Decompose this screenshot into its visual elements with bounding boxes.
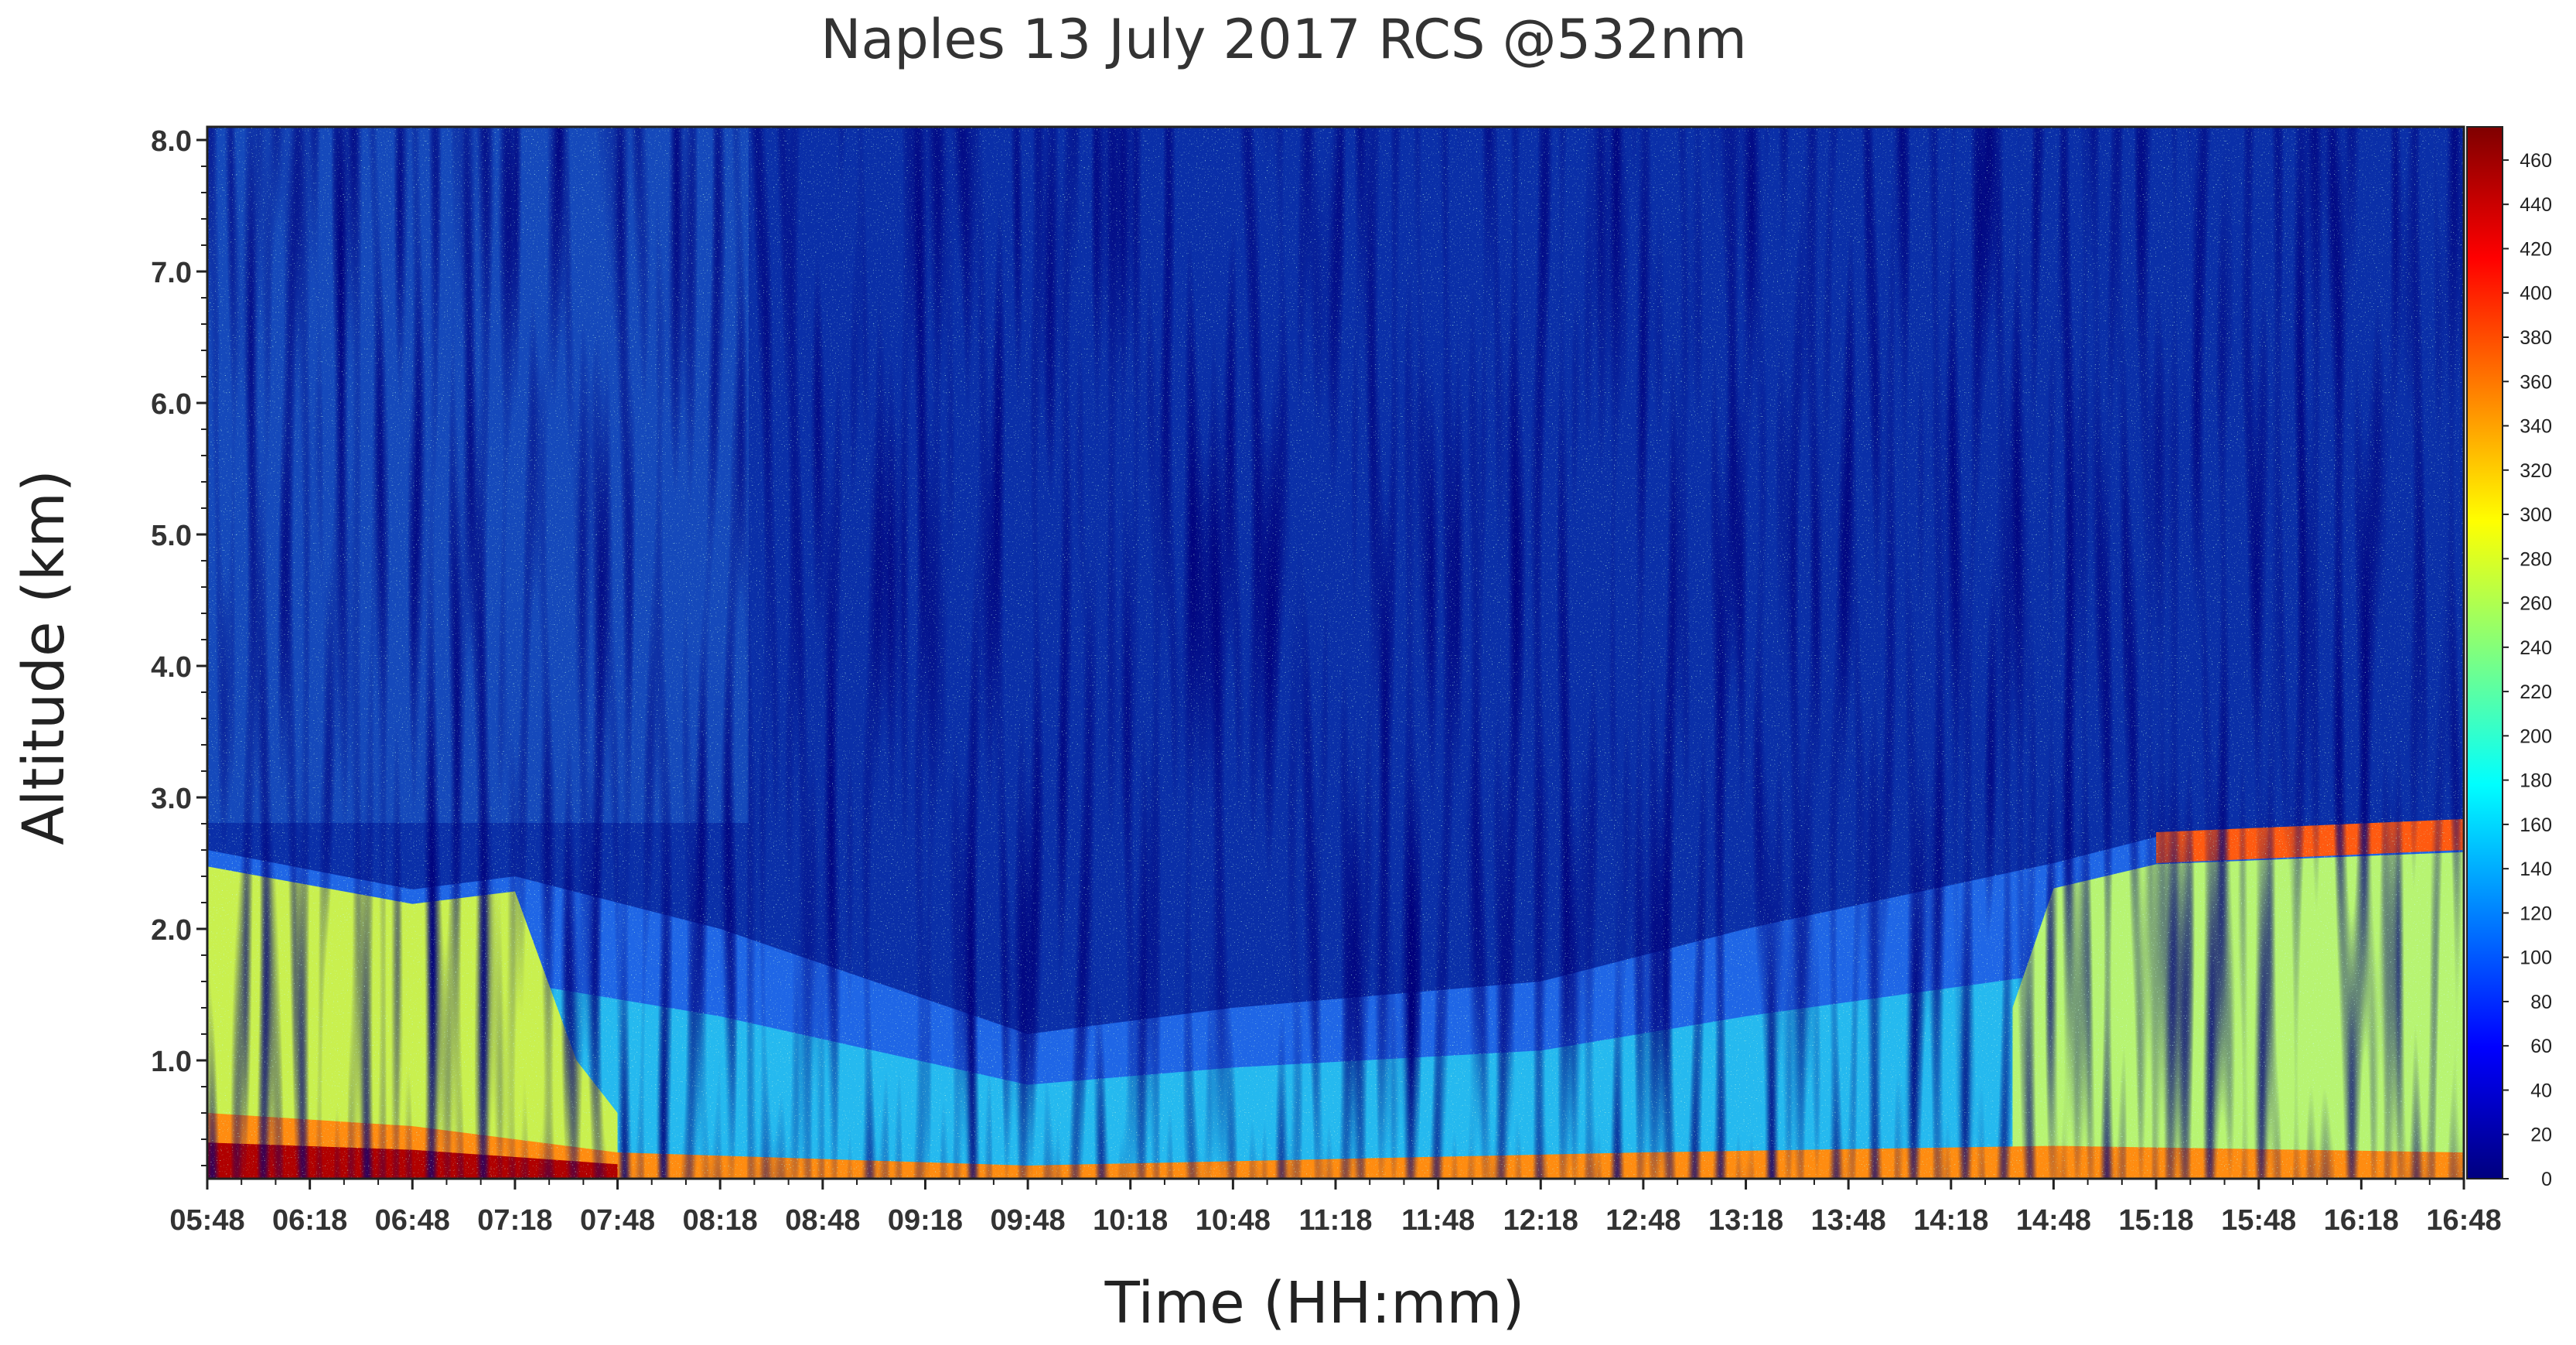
y-tick-label: 8.0: [151, 125, 192, 158]
x-tick-label: 13:18: [1708, 1204, 1783, 1237]
colorbar-tick-label: 240: [2520, 637, 2552, 659]
colorbar-tick-label: 420: [2520, 238, 2552, 260]
x-tick-label: 07:18: [477, 1204, 552, 1237]
x-tick-label: 10:48: [1196, 1204, 1271, 1237]
x-tick-label: 16:48: [2426, 1204, 2501, 1237]
x-tick-label: 16:18: [2324, 1204, 2399, 1237]
x-tick-label: 09:18: [888, 1204, 963, 1237]
x-tick-label: 09:48: [990, 1204, 1065, 1237]
y-tick-label: 4.0: [151, 651, 192, 684]
x-tick-label: 05:48: [169, 1204, 244, 1237]
colorbar-tick-label: 260: [2520, 593, 2552, 615]
colorbar-tick-label: 460: [2520, 150, 2552, 172]
colorbar-gradient: [2466, 126, 2503, 1179]
colorbar-tick-label: 380: [2520, 327, 2552, 349]
colorbar-tick-label: 0: [2541, 1169, 2552, 1190]
x-tick-label: 15:18: [2118, 1204, 2193, 1237]
heatmap-area: [207, 127, 2464, 1179]
x-tick-label: 12:48: [1605, 1204, 1680, 1237]
y-tick-label: 6.0: [151, 388, 192, 421]
x-tick-label: 10:18: [1093, 1204, 1168, 1237]
colorbar-tick-label: 220: [2520, 681, 2552, 703]
colorbar-tick-label: 340: [2520, 416, 2552, 438]
colorbar-tick-label: 120: [2520, 903, 2552, 924]
chart-title: Naples 13 July 2017 RCS @532nm: [821, 8, 1747, 71]
x-tick-label: 15:48: [2221, 1204, 2296, 1237]
colorbar-tick-label: 20: [2530, 1125, 2552, 1146]
colorbar: 0 20 40 60 80 100 120 140 160 180 200 220 240 260 280 3…: [2466, 126, 2552, 1190]
colorbar-tick-label: 300: [2520, 504, 2552, 526]
signal-noise-speckle: [207, 127, 2464, 1179]
x-tick-label: 06:48: [375, 1204, 450, 1237]
x-axis: 05:48 06:18 06:48 07:18 07:48 08:18 08:48 09:18…: [169, 1179, 2502, 1237]
y-tick-label: 5.0: [151, 520, 192, 552]
y-tick-label: 7.0: [151, 257, 192, 289]
x-tick-label: 06:18: [272, 1204, 347, 1237]
colorbar-tick-label: 60: [2530, 1036, 2552, 1057]
y-axis: 1.0 2.0 3.0 4.0 5.0 6.0 7.0 8.0: [151, 125, 207, 1166]
x-tick-label: 11:48: [1401, 1204, 1475, 1237]
colorbar-tick-label: 180: [2520, 770, 2552, 792]
y-tick-label: 2.0: [151, 914, 192, 947]
x-tick-label: 07:48: [580, 1204, 655, 1237]
colorbar-tick-label: 200: [2520, 725, 2552, 747]
x-tick-label: 14:48: [2016, 1204, 2091, 1237]
y-tick-label: 1.0: [151, 1046, 192, 1078]
colorbar-tick-label: 440: [2520, 194, 2552, 216]
colorbar-tick-label: 40: [2530, 1080, 2552, 1101]
x-tick-label: 13:48: [1811, 1204, 1886, 1237]
colorbar-tick-label: 280: [2520, 548, 2552, 570]
colorbar-tick-label: 100: [2520, 947, 2552, 969]
colorbar-tick-label: 160: [2520, 814, 2552, 836]
colorbar-tick-label: 360: [2520, 371, 2552, 393]
x-axis-label: Time (HH:mm): [1104, 1270, 1525, 1336]
colorbar-tick-label: 80: [2530, 992, 2552, 1013]
colorbar-tick-label: 400: [2520, 283, 2552, 305]
x-tick-label: 08:18: [683, 1204, 758, 1237]
x-tick-label: 08:48: [785, 1204, 860, 1237]
y-axis-label: Altitude (km): [11, 469, 77, 845]
x-tick-label: 11:18: [1298, 1204, 1372, 1237]
x-tick-label: 14:18: [1913, 1204, 1988, 1237]
colorbar-tick-label: 320: [2520, 460, 2552, 482]
x-tick-label: 12:18: [1503, 1204, 1578, 1237]
y-tick-label: 3.0: [151, 783, 192, 815]
colorbar-tick-label: 140: [2520, 859, 2552, 880]
